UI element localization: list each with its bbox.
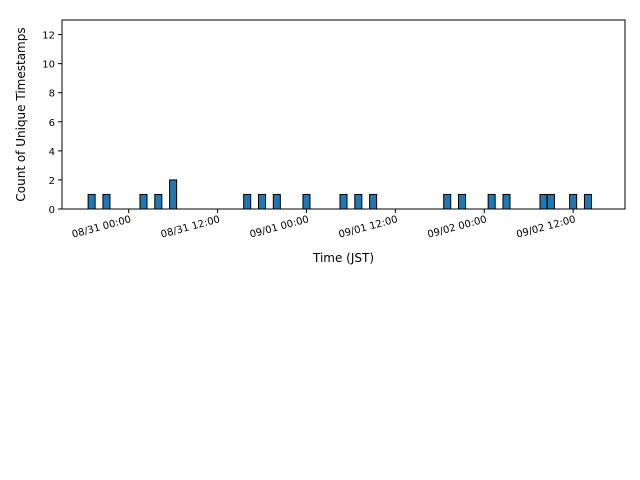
bar-8: [302, 193, 311, 210]
y-tick-label: 6: [49, 118, 55, 129]
bar-9: [339, 193, 348, 210]
plot-frame: [61, 19, 626, 210]
x-tick-label: 09/01 12:00: [338, 214, 400, 240]
y-tick-label: 12: [42, 31, 55, 42]
y-tick-label: 8: [49, 89, 55, 100]
y-axis-label: Count of Unique Timestamps: [14, 27, 28, 201]
bar-12: [443, 193, 452, 210]
y-tick-label: 2: [49, 176, 55, 187]
bar-11: [369, 193, 378, 210]
bar-7: [272, 193, 281, 210]
bar-19: [583, 193, 592, 210]
y-tick-label: 4: [49, 147, 55, 158]
y-tick-label: 0: [49, 205, 55, 216]
bar-13: [458, 193, 467, 210]
bar-18: [569, 193, 578, 210]
bar-14: [487, 193, 496, 210]
x-axis-label: Time (JST): [312, 251, 374, 265]
bar-17: [546, 193, 555, 210]
x-axis-ticks: 08/31 00:00 08/31 12:00 09/01 00:00 09/01 1…: [71, 209, 577, 241]
x-tick-label: 09/02 12:00: [515, 214, 577, 240]
bar-4: [169, 179, 178, 210]
bar-15: [502, 193, 511, 210]
bar-0: [87, 193, 96, 210]
x-tick-label: 08/31 12:00: [160, 214, 222, 240]
bar-3: [154, 193, 163, 210]
y-axis-ticks: 0 2 4 6 8 10 12: [42, 31, 62, 216]
x-tick-label: 09/02 00:00: [426, 214, 488, 240]
bar-1: [102, 193, 111, 210]
x-tick-label: 09/01 00:00: [249, 214, 311, 240]
y-tick-label: 10: [42, 60, 55, 71]
bar-10: [354, 193, 363, 210]
bars-group: [87, 179, 592, 210]
bar-16: [539, 193, 548, 210]
x-tick-label: 08/31 00:00: [71, 214, 133, 240]
bar-6: [257, 193, 267, 210]
bar-5: [243, 193, 252, 210]
bar-2: [139, 193, 148, 210]
